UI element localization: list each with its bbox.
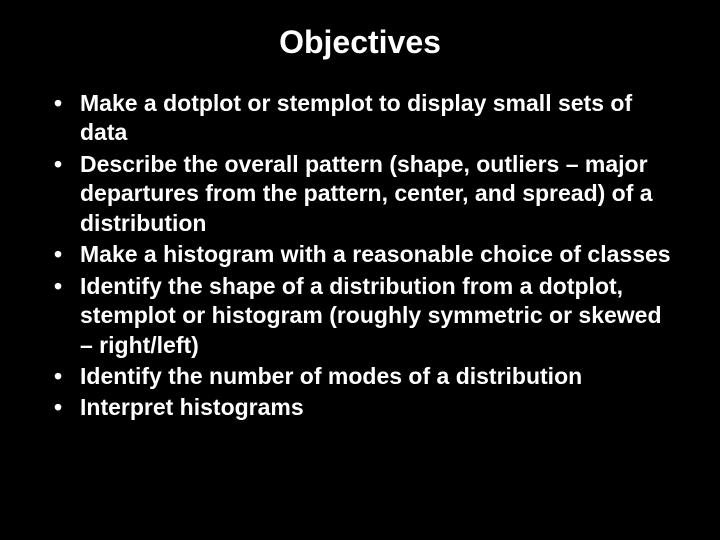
list-item: Make a dotplot or stemplot to display sm… (40, 89, 680, 148)
list-item: Identify the shape of a distribution fro… (40, 272, 680, 360)
list-item: Interpret histograms (40, 393, 680, 422)
list-item: Identify the number of modes of a distri… (40, 362, 680, 391)
slide-title: Objectives (40, 24, 680, 61)
bullet-list: Make a dotplot or stemplot to display sm… (40, 89, 680, 423)
list-item: Describe the overall pattern (shape, out… (40, 150, 680, 238)
slide: Objectives Make a dotplot or stemplot to… (0, 0, 720, 540)
list-item: Make a histogram with a reasonable choic… (40, 240, 680, 269)
